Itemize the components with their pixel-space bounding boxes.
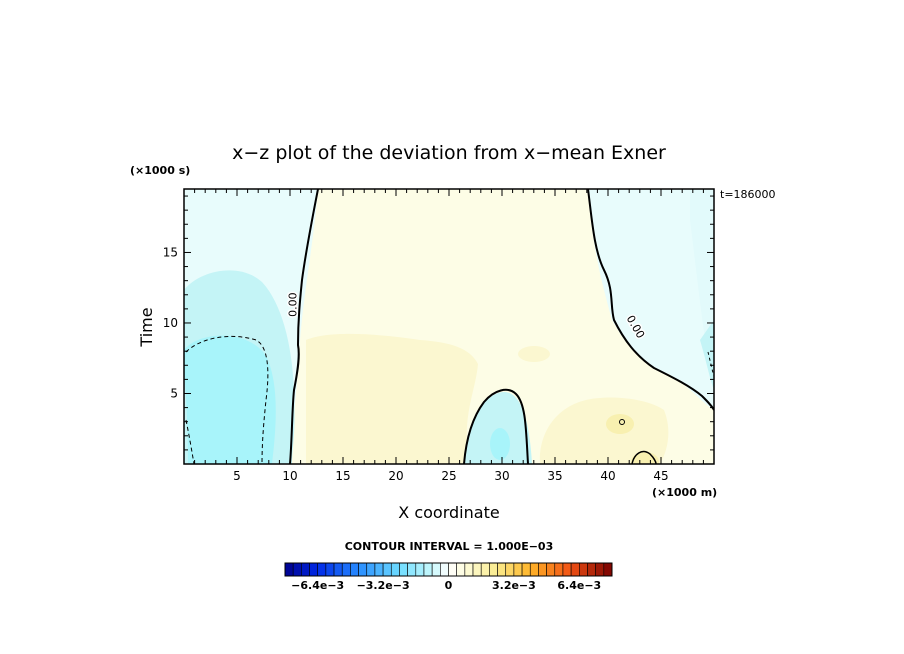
colorbar-tick-label: −3.2e−3 xyxy=(357,579,410,592)
x-tick-label: 40 xyxy=(600,469,615,483)
colorbar-tick-label: 3.2e−3 xyxy=(492,579,536,592)
colorbar-tick-label: 0 xyxy=(445,579,453,592)
colorbar-segment xyxy=(505,562,515,577)
field-positive-spot xyxy=(631,452,659,464)
x-tick-label: 30 xyxy=(494,469,509,483)
colorbar-segment xyxy=(350,562,359,577)
colorbar-segment xyxy=(538,562,547,577)
colorbar-segment xyxy=(399,562,408,577)
colorbar-tick-label: 6.4e−3 xyxy=(557,579,601,592)
colorbar-segment xyxy=(497,562,507,577)
colorbar-segment xyxy=(341,562,351,577)
colorbar-segment xyxy=(440,562,449,577)
colorbar-segment xyxy=(529,562,539,577)
x-unit-label: (×1000 m) xyxy=(652,486,717,499)
contour-interval-label: CONTOUR INTERVAL = 1.000E−03 xyxy=(345,540,554,553)
colorbar-segment xyxy=(317,562,327,577)
colorbar-segment xyxy=(603,562,613,577)
zero-contour-bubble xyxy=(463,388,529,464)
y-tick-label: 15 xyxy=(163,245,178,259)
colorbar-segment xyxy=(570,562,580,577)
colorbar-segment xyxy=(521,562,531,577)
axis-ticks xyxy=(184,189,714,464)
field-negative-core xyxy=(184,335,276,464)
colorbar-segment xyxy=(513,562,523,577)
colorbar-segment xyxy=(374,562,384,577)
y-tick-label: 10 xyxy=(163,316,178,330)
colorbar-segment xyxy=(333,562,343,577)
x-tick-label: 10 xyxy=(282,469,297,483)
colorbar-segment xyxy=(358,562,368,577)
zero-contour-small xyxy=(631,450,657,464)
x-tick-label: 5 xyxy=(233,469,241,483)
x-tick-label: 35 xyxy=(547,469,562,483)
field-negative-bubble-core xyxy=(490,428,510,460)
colorbar-segment xyxy=(595,562,605,577)
colorbar-segment xyxy=(546,562,556,577)
colorbar-segment xyxy=(554,562,564,577)
colorbar-segment xyxy=(415,562,425,577)
colorbar-segment xyxy=(390,562,400,577)
colorbar-segment xyxy=(448,562,457,577)
field-positive-patch xyxy=(539,397,669,464)
colorbar-segment xyxy=(587,562,596,577)
x-tick-label: 45 xyxy=(653,469,668,483)
field-positive-spot xyxy=(518,346,550,362)
field-positive-patch xyxy=(306,333,478,464)
y-unit-label: (×1000 s) xyxy=(130,164,190,177)
colorbar-segment xyxy=(562,562,572,577)
colorbar-segment xyxy=(456,562,466,577)
colorbar-frame xyxy=(284,562,613,577)
colorbar-segment xyxy=(407,562,417,577)
negative-contour-dashed xyxy=(185,335,269,464)
colorbar-segment xyxy=(578,562,588,577)
colorbar xyxy=(284,562,613,577)
colorbar-segment xyxy=(423,562,433,577)
zero-contour-left xyxy=(289,189,319,464)
plot-area: 0.000.00 xyxy=(184,189,714,464)
y-tick-labels: 5 10 15 xyxy=(163,245,178,400)
colorbar-segment xyxy=(431,562,441,577)
negative-contour-dashed xyxy=(707,351,714,377)
x-axis-label: X coordinate xyxy=(398,503,499,522)
colorbar-segment xyxy=(301,562,310,577)
field-negative-bubble xyxy=(464,392,532,464)
x-tick-label: 15 xyxy=(335,469,350,483)
colorbar-segment xyxy=(480,562,490,577)
x-tick-label: 25 xyxy=(441,469,456,483)
colorbar-segment xyxy=(472,562,482,577)
zero-contour-dot xyxy=(619,419,625,425)
x-tick-labels: 5 10 15 20 25 30 35 40 45 xyxy=(233,469,668,483)
colorbar-segment xyxy=(366,562,376,577)
colorbar-tick-labels: −6.4e−3 −3.2e−3 0 3.2e−3 6.4e−3 xyxy=(291,579,601,592)
colorbar-segment xyxy=(292,562,302,577)
colorbar-segment xyxy=(284,562,294,577)
time-label: t=186000 xyxy=(720,188,776,201)
colorbar-segment xyxy=(309,562,318,577)
x-tick-label: 20 xyxy=(388,469,403,483)
chart-title: x−z plot of the deviation from x−mean Ex… xyxy=(232,142,666,164)
colorbar-tick-label: −6.4e−3 xyxy=(291,579,344,592)
contour-label: 0.00 xyxy=(286,292,299,317)
colorbar-segment xyxy=(382,562,392,577)
colorbar-segment xyxy=(489,562,498,577)
y-tick-label: 5 xyxy=(170,386,178,400)
colorbar-segment xyxy=(464,562,474,577)
y-axis-label: Time xyxy=(137,307,156,347)
zero-contour-right xyxy=(587,189,714,411)
colorbar-segment xyxy=(325,562,335,577)
